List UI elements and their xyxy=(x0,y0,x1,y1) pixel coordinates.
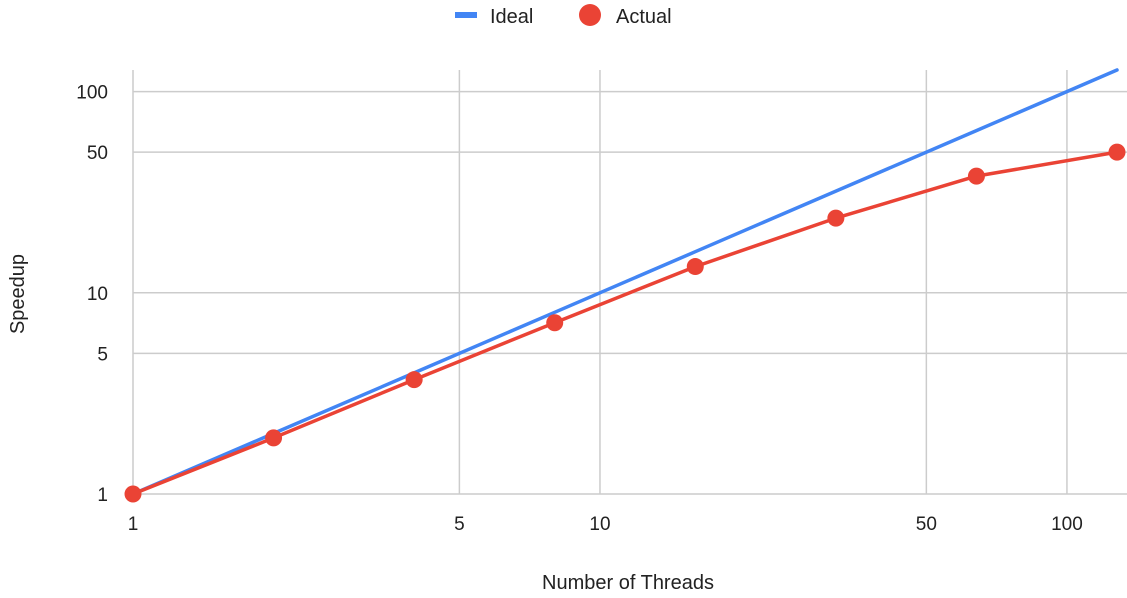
y-tick-label: 50 xyxy=(87,143,108,164)
y-tick-label: 10 xyxy=(87,284,108,305)
legend: Ideal Actual xyxy=(455,4,672,28)
data-point-actual xyxy=(1108,143,1126,161)
legend-swatch-actual xyxy=(579,4,601,26)
legend-label-ideal: Ideal xyxy=(490,6,533,28)
x-tick-label: 50 xyxy=(916,514,937,535)
data-point-actual xyxy=(265,429,283,447)
x-tick-label: 10 xyxy=(589,514,610,535)
tick-labels: 1 5 10 50 100 1 5 10 50 100 xyxy=(76,83,1082,535)
data-point-actual xyxy=(546,314,564,332)
y-axis-title: Speedup xyxy=(7,254,29,334)
data-point-actual xyxy=(686,258,704,276)
legend-swatch-ideal xyxy=(455,12,477,18)
series-lines xyxy=(131,68,1119,496)
data-point-actual xyxy=(405,371,423,389)
series-line-actual xyxy=(131,150,1119,496)
y-tick-label: 5 xyxy=(97,344,108,365)
legend-label-actual: Actual xyxy=(616,6,672,28)
x-axis-title: Number of Threads xyxy=(542,572,714,594)
data-point-actual xyxy=(827,209,845,227)
x-tick-label: 100 xyxy=(1051,514,1083,535)
x-tick-label: 5 xyxy=(454,514,465,535)
x-tick-label: 1 xyxy=(128,514,139,535)
data-point-actual xyxy=(967,167,985,185)
series-line-ideal xyxy=(131,68,1119,496)
y-tick-label: 100 xyxy=(76,83,108,104)
y-tick-label: 1 xyxy=(97,485,108,506)
data-points xyxy=(124,143,1126,503)
data-point-actual xyxy=(124,485,142,503)
grid-lines xyxy=(132,70,1127,495)
